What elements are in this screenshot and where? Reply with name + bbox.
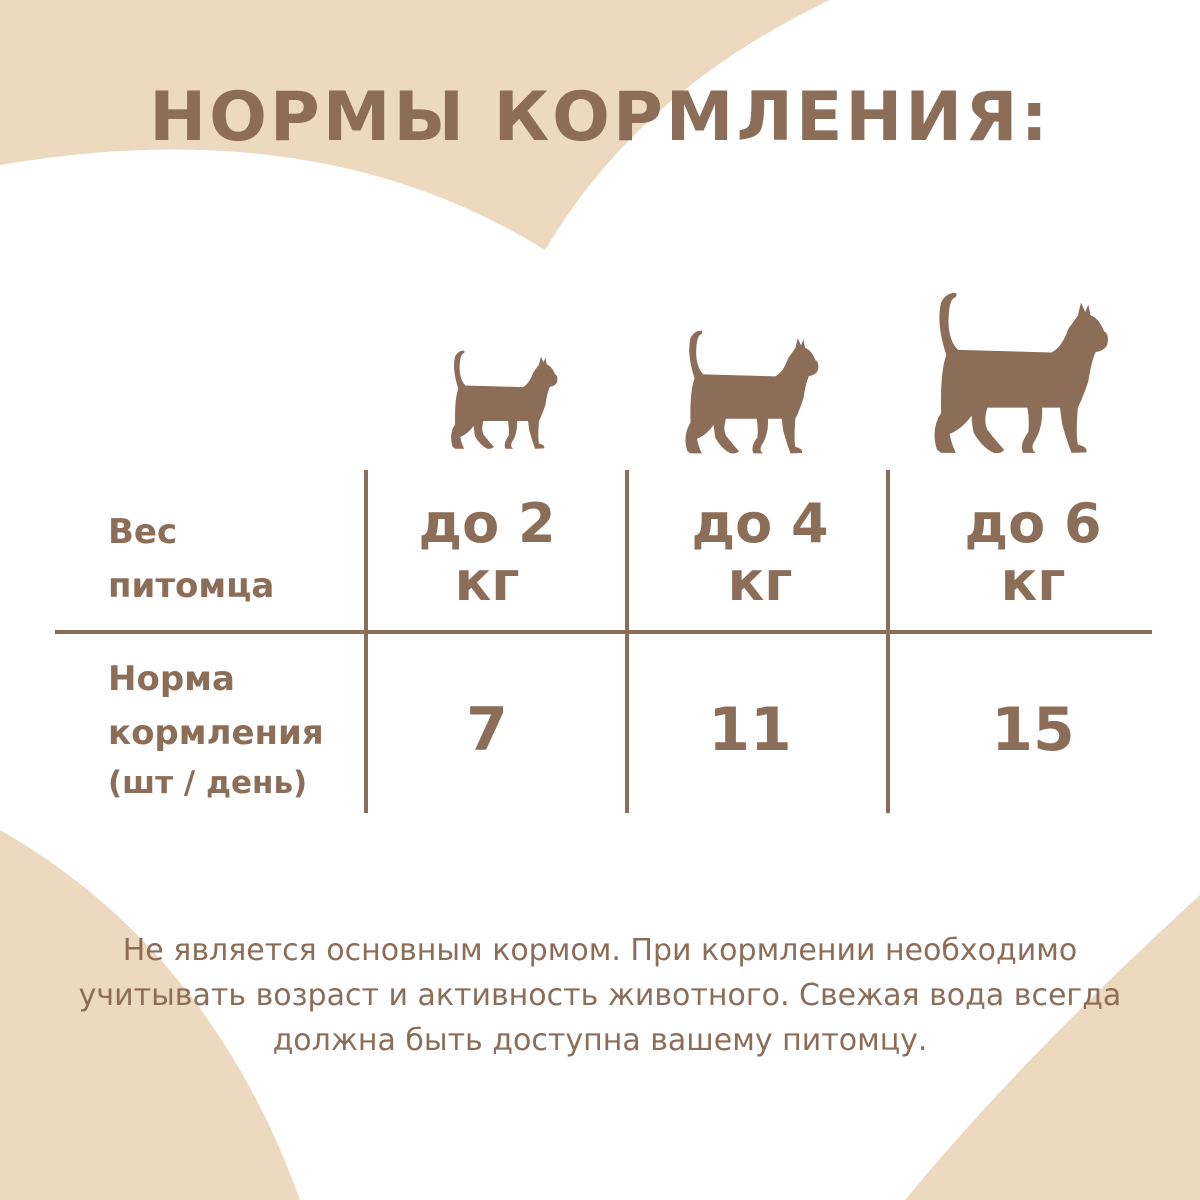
- weight-cell: до 4 кг: [630, 495, 890, 611]
- norm-row-label: Норма кормления (шт / день): [108, 652, 324, 806]
- weight-cell: до 6 кг: [903, 495, 1163, 611]
- label-line: кормления: [108, 713, 324, 753]
- norm-value: 11: [708, 695, 792, 765]
- large-cat-icon: [934, 292, 1108, 454]
- weight-cell: до 2 кг: [357, 495, 617, 611]
- kitten-icon: [451, 350, 558, 449]
- weight-unit: кг: [1000, 550, 1066, 613]
- page-title: НОРМЫ КОРМЛЕНИЯ:: [149, 78, 1051, 157]
- weight-value: до 4: [691, 492, 829, 555]
- label-line: Вес: [108, 512, 178, 552]
- label-line: Норма: [108, 659, 235, 699]
- table-divider: [886, 470, 890, 813]
- weight-value: до 6: [964, 492, 1102, 555]
- table-divider: [364, 470, 368, 813]
- table-divider: [55, 630, 1152, 634]
- label-line: питомца: [108, 566, 275, 606]
- weight-unit: кг: [727, 550, 793, 613]
- weight-value: до 2: [418, 492, 556, 555]
- weight-unit: кг: [454, 550, 520, 613]
- label-line: (шт / день): [108, 765, 308, 801]
- table-divider: [625, 470, 629, 813]
- norm-value: 7: [466, 695, 508, 765]
- disclaimer-note: Не является основным кормом. При кормлен…: [78, 933, 1122, 1058]
- cat-icon: [685, 330, 819, 454]
- norm-value: 15: [991, 695, 1075, 765]
- weight-row-label: Вес питомца: [108, 505, 274, 613]
